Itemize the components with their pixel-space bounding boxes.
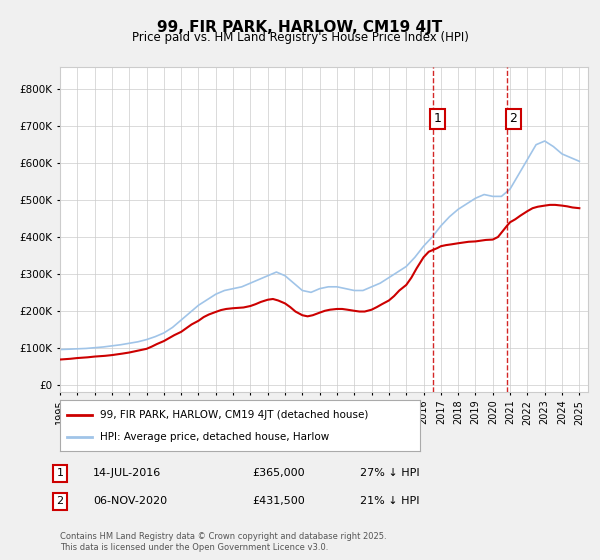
Text: 27% ↓ HPI: 27% ↓ HPI xyxy=(360,468,419,478)
Text: £365,000: £365,000 xyxy=(252,468,305,478)
Text: 14-JUL-2016: 14-JUL-2016 xyxy=(93,468,161,478)
Text: 21% ↓ HPI: 21% ↓ HPI xyxy=(360,496,419,506)
Text: 06-NOV-2020: 06-NOV-2020 xyxy=(93,496,167,506)
Text: Price paid vs. HM Land Registry's House Price Index (HPI): Price paid vs. HM Land Registry's House … xyxy=(131,31,469,44)
Text: 1: 1 xyxy=(56,468,64,478)
Text: 2: 2 xyxy=(509,113,517,125)
Text: HPI: Average price, detached house, Harlow: HPI: Average price, detached house, Harl… xyxy=(100,432,329,442)
Text: 1: 1 xyxy=(433,113,442,125)
Text: 99, FIR PARK, HARLOW, CM19 4JT (detached house): 99, FIR PARK, HARLOW, CM19 4JT (detached… xyxy=(100,409,368,419)
Text: 2: 2 xyxy=(56,496,64,506)
Text: 99, FIR PARK, HARLOW, CM19 4JT: 99, FIR PARK, HARLOW, CM19 4JT xyxy=(157,20,443,35)
Text: £431,500: £431,500 xyxy=(252,496,305,506)
Text: Contains HM Land Registry data © Crown copyright and database right 2025.
This d: Contains HM Land Registry data © Crown c… xyxy=(60,532,386,552)
